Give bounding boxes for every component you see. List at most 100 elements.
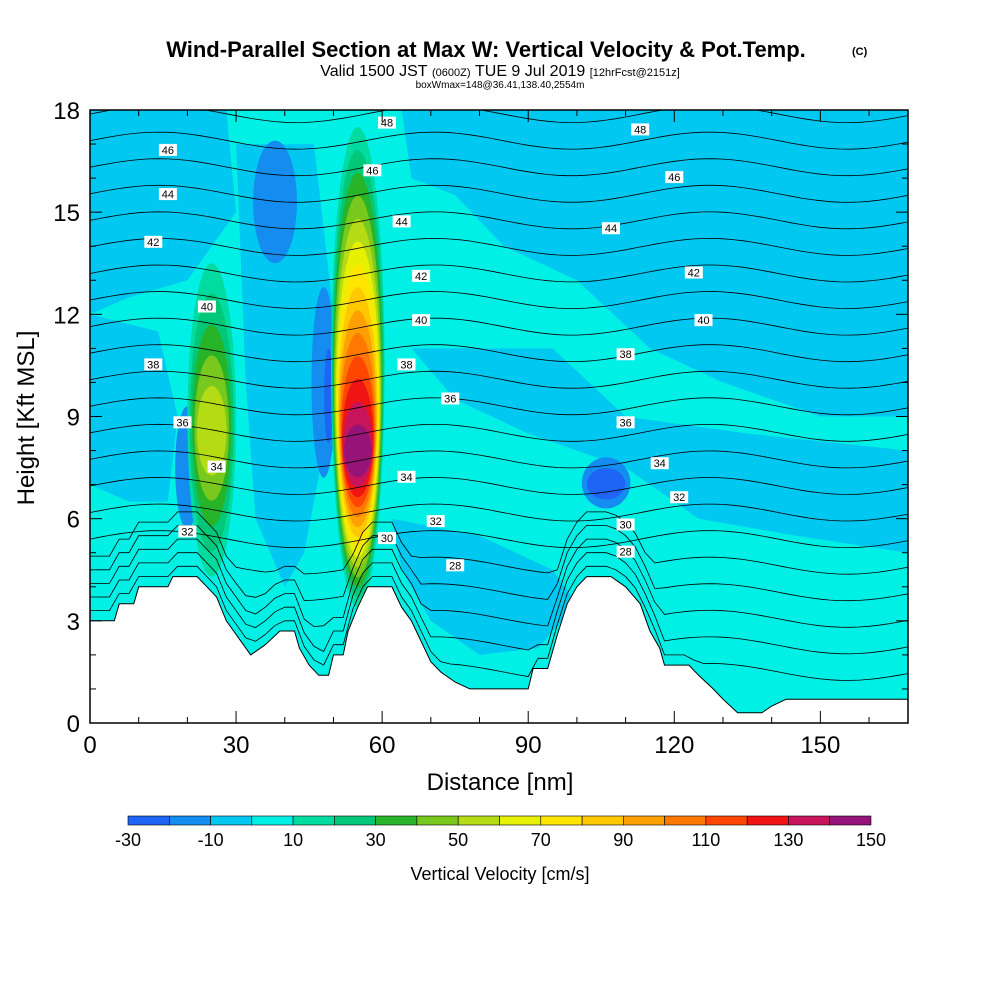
theta-label: 42	[684, 266, 703, 280]
colorbar-swatch	[169, 815, 211, 826]
box-info: boxWmax=148@36.41,138.40,2554m	[416, 80, 585, 91]
theta-contour-26	[90, 565, 908, 681]
forecast-info: [12hrFcst@2151z]	[590, 67, 680, 79]
colorbar-label: 150	[856, 830, 886, 850]
theta-label-text: 42	[688, 268, 700, 280]
y-tick-label: 3	[67, 609, 80, 636]
theta-label-box	[684, 266, 703, 279]
theta-label-box	[665, 171, 684, 184]
theta-label-box	[670, 491, 689, 504]
weak-sink-right-mid	[411, 348, 908, 553]
theta-label-box	[392, 215, 411, 228]
theta-contour-44	[90, 184, 908, 203]
theta-contour-32	[90, 503, 908, 522]
x-tick-label: 120	[654, 732, 694, 759]
theta-contour-34	[90, 450, 908, 469]
theta-label-text: 44	[605, 223, 617, 235]
theta-label-text: 36	[444, 394, 456, 406]
theta-label-text: 40	[697, 315, 709, 327]
theta-contour-45	[90, 158, 908, 177]
x-tick-label: 30	[223, 732, 250, 759]
theta-label-text: 36	[176, 417, 188, 429]
theta-label-text: 30	[619, 520, 631, 532]
theta-label-text: 48	[381, 118, 393, 130]
theta-label-text: 34	[654, 458, 666, 470]
valid-prefix: Valid 1500 JST	[320, 63, 428, 80]
theta-label-box	[616, 416, 635, 429]
colorbar-label: 30	[366, 830, 386, 850]
y-tick-label: 18	[53, 98, 80, 125]
theta-label-box	[426, 515, 445, 528]
theta-label-text: 40	[201, 302, 213, 314]
theta-label: 44	[158, 188, 177, 201]
theta-label-text: 42	[415, 271, 427, 283]
theta-contour-30	[90, 511, 908, 575]
theta-contour-40	[90, 291, 908, 309]
theta-label: 34	[397, 470, 416, 484]
x-tick-label: 150	[800, 732, 840, 759]
theta-label: 32	[670, 491, 689, 504]
theta-label: 36	[616, 416, 635, 429]
theta-label-text: 28	[619, 547, 631, 559]
theta-contour-33	[90, 477, 908, 495]
colorbar-label: 10	[283, 830, 303, 850]
colorbar-swatch	[581, 815, 624, 826]
colorbar-label: 50	[448, 830, 468, 850]
colorbar-label: 90	[613, 830, 633, 850]
copyright-mark: (C)	[852, 46, 868, 58]
colorbar-label: 130	[773, 830, 803, 850]
theta-label: 28	[616, 545, 635, 559]
theta-contour-28	[90, 538, 908, 628]
colorbar-swatch	[210, 815, 253, 826]
theta-label: 42	[412, 269, 431, 283]
theta-label-text: 34	[210, 462, 222, 474]
theta-label-text: 30	[381, 533, 393, 545]
velocity-field	[90, 110, 908, 723]
y-axis-title: Height [Kft MSL]	[13, 331, 40, 506]
theta-label-box	[397, 470, 416, 483]
colorbar-swatch	[499, 815, 542, 826]
theta-label: 30	[378, 532, 396, 545]
weak-sink-right-upper	[401, 110, 908, 417]
y-tick-label: 0	[67, 711, 80, 738]
theta-label-box	[197, 300, 216, 313]
theta-contour-37	[90, 370, 908, 389]
x-axis-title: Distance [nm]	[427, 769, 574, 796]
colorbar-swatch	[292, 815, 335, 826]
colorbar-swatch	[251, 815, 294, 826]
theta-label: 46	[158, 143, 177, 157]
colorbar-swatch	[334, 815, 376, 826]
y-tick-label: 6	[67, 507, 80, 534]
colorbar-swatch	[375, 815, 418, 826]
theta-label: 38	[397, 358, 416, 371]
theta-label-text: 40	[415, 315, 427, 327]
theta-contour-39	[90, 317, 908, 336]
valid-time-line: Valid 1500 JST (0600Z) TUE 9 Jul 2019 [1…	[320, 63, 680, 80]
theta-label-box	[144, 358, 163, 371]
theta-label-text: 48	[634, 124, 646, 136]
colorbar-swatch	[746, 815, 789, 826]
theta-label-box	[378, 532, 396, 545]
weak-rise-right-lower	[713, 569, 908, 696]
theta-label-text: 38	[619, 349, 631, 361]
theta-label-box	[650, 457, 669, 470]
theta-label: 42	[144, 235, 163, 249]
theta-label-box	[158, 188, 177, 201]
theta-label-box	[631, 123, 650, 136]
theta-contour-31	[90, 530, 908, 549]
theta-label-text: 36	[619, 417, 631, 429]
x-tick-label: 90	[515, 732, 542, 759]
theta-label-box	[616, 518, 635, 531]
theta-label: 44	[392, 215, 411, 228]
theta-label-box	[178, 525, 197, 538]
y-tick-label: 12	[53, 302, 80, 329]
theta-label: 48	[631, 123, 650, 136]
theta-label: 48	[378, 116, 396, 130]
theta-contour-38	[90, 344, 908, 363]
downdraft-core-column-2	[324, 348, 333, 444]
colorbar-swatch	[664, 815, 707, 826]
theta-label: 32	[178, 525, 197, 538]
colorbar-swatch	[705, 815, 748, 826]
colorbar-label: -30	[115, 830, 141, 850]
colorbar-label: 70	[531, 830, 551, 850]
